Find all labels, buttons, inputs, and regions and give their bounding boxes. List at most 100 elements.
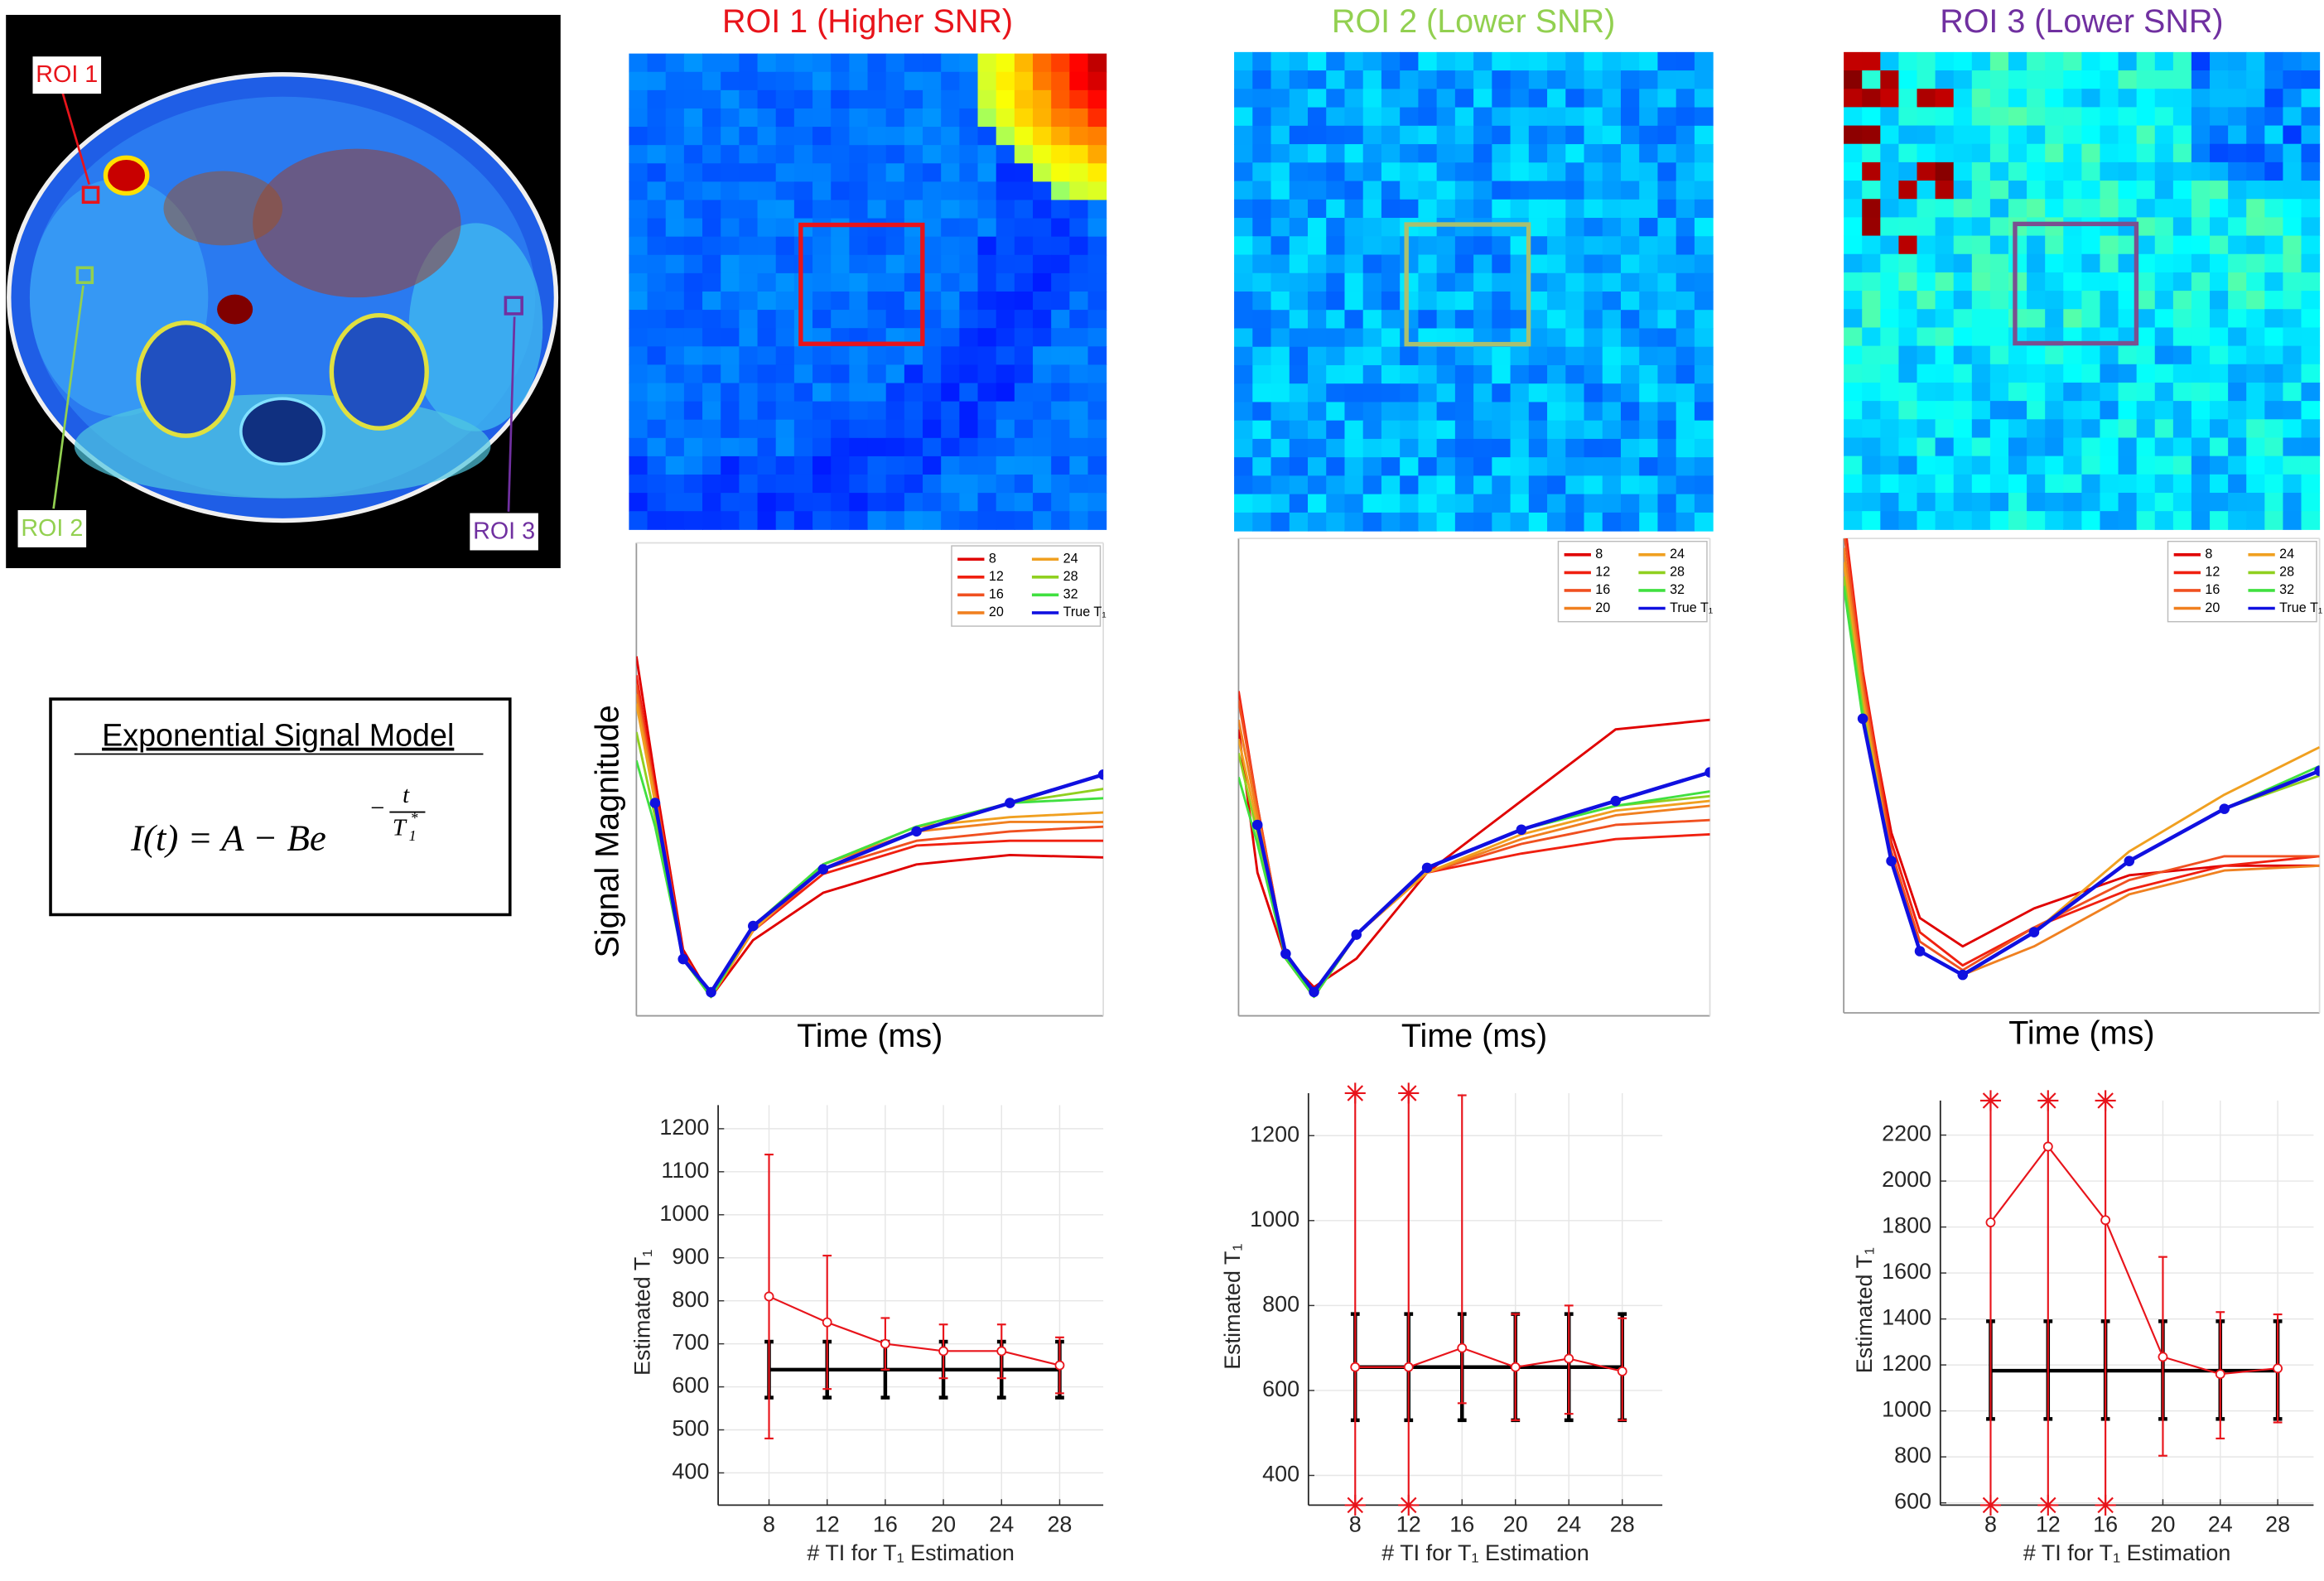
heat-cell <box>1657 457 1677 476</box>
heat-cell <box>1014 456 1034 475</box>
heat-cell <box>1454 51 1474 71</box>
heat-cell <box>1935 143 1955 163</box>
heat-cell <box>2191 217 2211 237</box>
heat-cell <box>996 346 1015 365</box>
point <box>1957 969 1969 981</box>
heat-cell <box>721 364 740 384</box>
heat-cell <box>2027 382 2046 402</box>
heat-cell <box>1418 107 1438 127</box>
heat-cell <box>1862 456 1881 475</box>
x-axis-label: # TI for T₁ Estimation <box>2023 1540 2230 1565</box>
heat-cell <box>2027 291 2046 310</box>
heat-cell <box>2246 125 2265 145</box>
heat-cell <box>1362 70 1382 89</box>
heat-cell <box>941 272 960 292</box>
heat-cell <box>1270 107 1290 127</box>
heat-cell <box>775 218 795 238</box>
heat-cell <box>1400 162 1419 182</box>
point <box>1886 856 1897 866</box>
heat-cell <box>1657 438 1677 458</box>
heat-cell <box>2063 474 2082 494</box>
heat-cell <box>683 181 703 201</box>
heat-cell <box>2081 125 2101 145</box>
heat-cell <box>2081 382 2101 402</box>
heat-cell <box>2301 253 2321 273</box>
heat-cell <box>2118 309 2138 328</box>
heat-cell <box>812 200 832 219</box>
heat-cell <box>2210 419 2229 439</box>
heat-cell <box>1087 291 1107 311</box>
heat-cell <box>1547 70 1566 89</box>
heat-cell <box>1326 162 1346 182</box>
heat-cell <box>1492 402 1512 422</box>
heat-cell <box>885 71 905 91</box>
heat-cell <box>849 200 869 219</box>
heat-cell <box>2301 419 2321 439</box>
heat-cell <box>1381 475 1401 495</box>
heat-cell <box>812 346 832 365</box>
arrow <box>507 316 516 512</box>
heat-cell <box>1014 71 1034 91</box>
heat-cell <box>1344 494 1364 513</box>
heat-cell <box>1547 346 1566 366</box>
heat-cell <box>2063 382 2082 402</box>
heat-cell <box>2191 143 2211 163</box>
heat-cell <box>793 493 813 512</box>
heat-cell <box>2283 364 2302 383</box>
heat-cell <box>1694 254 1714 274</box>
label-box <box>17 509 87 547</box>
formula-numerator: t <box>403 782 410 808</box>
heat-cell <box>2063 272 2082 292</box>
heat-cell <box>1234 236 1253 256</box>
heat-cell <box>1270 364 1290 384</box>
heat-cell <box>1953 253 1973 273</box>
heat-cell <box>683 383 703 402</box>
heat-cell <box>1602 328 1622 348</box>
heat-cell <box>1528 51 1548 71</box>
heat-cell <box>2154 364 2174 383</box>
heat-cell <box>793 291 813 311</box>
heat-cell <box>1381 402 1401 422</box>
heat-cell <box>1492 438 1512 458</box>
heat-cell <box>977 328 997 347</box>
heat-cell <box>1953 107 1973 127</box>
heat-cell <box>2063 456 2082 475</box>
heat-cell <box>1492 70 1512 89</box>
heat-cell <box>739 218 759 238</box>
heat-cell <box>2154 181 2174 200</box>
heat-cell <box>702 53 721 73</box>
heat-cell <box>1308 236 1327 256</box>
heat-cell <box>1528 89 1548 108</box>
heat-cell <box>2081 272 2101 292</box>
heat-cell <box>2027 107 2046 127</box>
heat-cell <box>665 53 685 73</box>
point <box>2158 1352 2168 1362</box>
heat-cell <box>1639 144 1658 163</box>
heat-cell <box>959 254 979 274</box>
heat-cell <box>1308 70 1327 89</box>
heat-cell <box>2172 89 2192 108</box>
heat-cell <box>1862 437 1881 457</box>
heat-cell <box>1657 254 1677 274</box>
heat-cell <box>2264 327 2283 347</box>
heat-cell <box>2154 456 2174 475</box>
heat-cell <box>1971 89 1991 108</box>
heat-cell <box>867 127 887 146</box>
heat-cell <box>721 236 740 256</box>
heat-cell <box>2136 143 2156 163</box>
heat-cell <box>1639 310 1658 330</box>
heat-cell <box>1880 272 1899 292</box>
heat-cell <box>2118 51 2138 71</box>
point <box>1610 795 1622 807</box>
heat-cell <box>1051 127 1070 146</box>
heat-cell <box>1547 272 1566 292</box>
heat-cell <box>1880 143 1899 163</box>
heat-cell <box>1935 291 1955 310</box>
heat-cell <box>2246 143 2265 163</box>
heat-cell <box>1547 457 1566 476</box>
heat-cell <box>996 328 1015 347</box>
heat-cell <box>1308 512 1327 532</box>
heat-cell <box>2246 309 2265 328</box>
heat-cell <box>812 493 832 512</box>
heat-cell <box>1051 364 1070 384</box>
